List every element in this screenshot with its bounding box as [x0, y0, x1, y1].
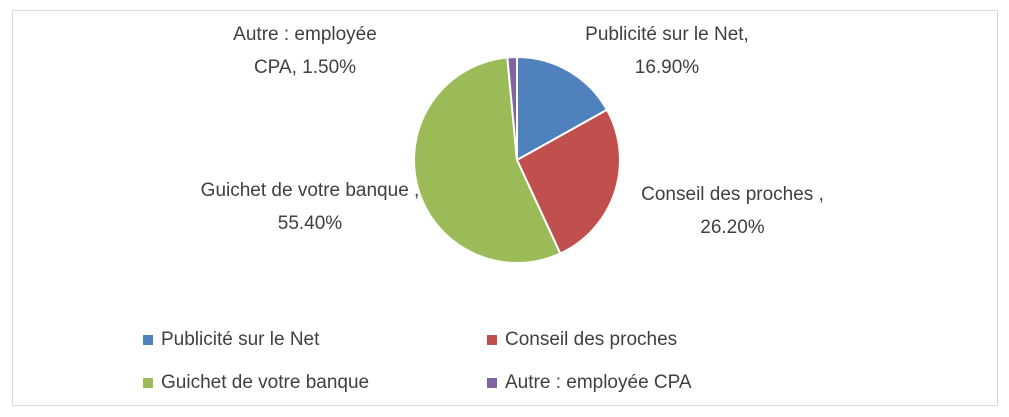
legend-swatch — [143, 335, 153, 345]
data-label: Conseil des proches , 26.20% — [641, 184, 824, 238]
chart-frame — [12, 10, 998, 406]
pie-slice — [516, 55, 609, 162]
pie-slice — [413, 56, 562, 264]
data-label: Autre : employée CPA, 1.50% — [233, 24, 377, 78]
legend-item: Publicité sur le Net — [143, 327, 319, 353]
legend-item: Autre : employée CPA — [487, 370, 692, 396]
pie-slice — [506, 55, 518, 161]
legend-swatch — [143, 378, 153, 388]
data-label: Guichet de votre banque , 55.40% — [200, 180, 420, 234]
legend-label: Conseil des proches — [505, 329, 678, 350]
legend-swatch — [487, 335, 497, 345]
legend-swatch — [487, 378, 497, 388]
legend-label: Publicité sur le Net — [161, 329, 320, 350]
data-label: Publicité sur le Net, 16.90% — [585, 24, 749, 78]
legend-item: Guichet de votre banque — [143, 370, 369, 396]
pie-slice — [515, 108, 621, 255]
legend-label: Autre : employée CPA — [505, 372, 692, 393]
legend-label: Guichet de votre banque — [161, 372, 370, 393]
legend-item: Conseil des proches — [487, 327, 677, 353]
